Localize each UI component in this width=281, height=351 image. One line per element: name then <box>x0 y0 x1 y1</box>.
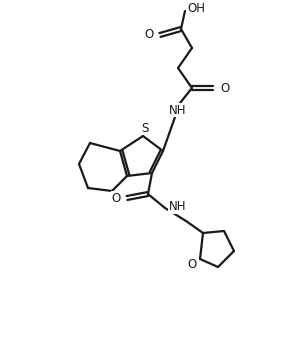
Text: OH: OH <box>187 2 205 15</box>
Text: S: S <box>141 121 149 134</box>
Text: NH: NH <box>169 200 187 213</box>
Text: O: O <box>112 192 121 205</box>
Text: O: O <box>220 81 229 94</box>
Text: NH: NH <box>169 104 187 117</box>
Text: O: O <box>187 258 197 271</box>
Text: O: O <box>145 28 154 41</box>
